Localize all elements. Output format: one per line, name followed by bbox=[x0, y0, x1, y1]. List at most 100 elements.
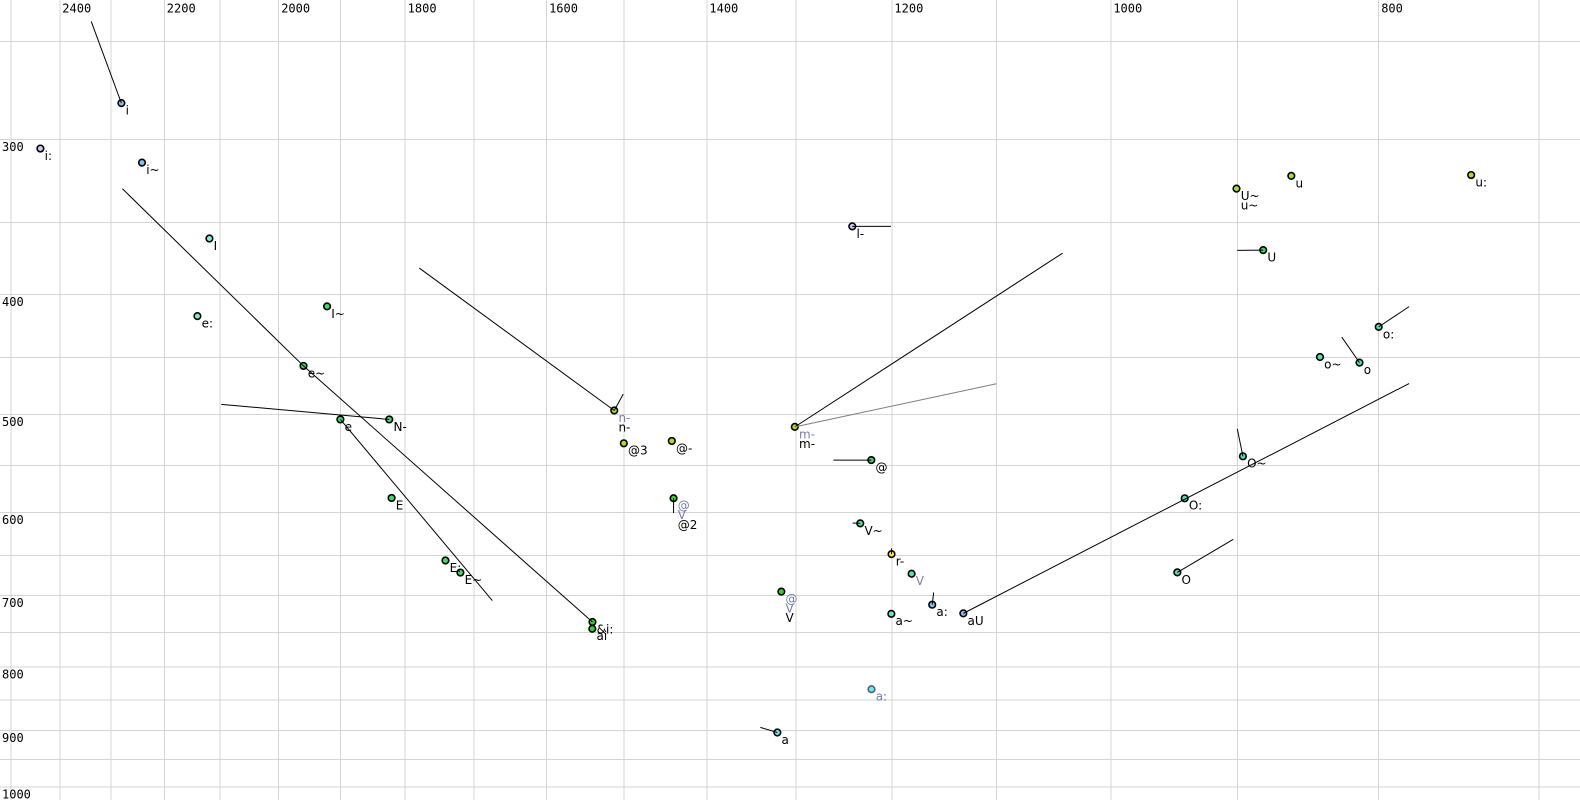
point-label-e:: e: bbox=[202, 317, 213, 331]
point-ai[interactable] bbox=[588, 624, 597, 633]
point-V-cluster[interactable] bbox=[777, 587, 786, 596]
trajectory-layer bbox=[90, 21, 1410, 733]
x-tick-1800: 1800 bbox=[408, 1, 437, 15]
y-tick-800: 800 bbox=[2, 668, 24, 682]
point-label-@2-2: @2 bbox=[678, 518, 698, 532]
data-point-layer bbox=[36, 99, 1476, 737]
segment-i~-e~-ai bbox=[122, 188, 593, 623]
point-a~[interactable] bbox=[887, 609, 896, 618]
point-label-e~: e~ bbox=[308, 366, 325, 380]
point-label-a: a bbox=[782, 733, 789, 747]
point-e:[interactable] bbox=[193, 312, 202, 321]
segment-m--upper bbox=[794, 252, 1063, 428]
x-tick-1000: 1000 bbox=[1113, 1, 1142, 15]
point-label-o: o bbox=[1364, 363, 1371, 377]
x-tick-1200: 1200 bbox=[894, 1, 923, 15]
point-label-@2-1: V bbox=[678, 508, 687, 522]
point-label-i:: i: bbox=[45, 149, 52, 163]
point-@3[interactable] bbox=[619, 439, 628, 448]
point-label-ai: ai bbox=[597, 629, 608, 643]
point-label-I: I bbox=[214, 239, 218, 253]
point-U~u~[interactable] bbox=[1232, 184, 1241, 193]
point-label-u:: u: bbox=[1475, 175, 1487, 189]
point-label-E: E bbox=[396, 498, 404, 512]
point-u:[interactable] bbox=[1467, 170, 1476, 180]
point-u[interactable] bbox=[1287, 171, 1296, 180]
point-i:[interactable] bbox=[36, 144, 45, 153]
segment-aU-O:-line bbox=[963, 383, 1410, 614]
segment-to-N- bbox=[221, 403, 390, 420]
point-label-E:: E: bbox=[450, 561, 462, 575]
point-label-@3: @3 bbox=[628, 444, 648, 458]
point-I[interactable] bbox=[205, 234, 214, 243]
segment-n--tick bbox=[613, 393, 624, 411]
point-i~[interactable] bbox=[137, 158, 147, 167]
segment-O~-line bbox=[1236, 428, 1244, 457]
point-E[interactable] bbox=[387, 493, 396, 503]
x-tick-2000: 2000 bbox=[281, 1, 310, 15]
point-label-i: i bbox=[126, 104, 129, 118]
point-V-gray[interactable] bbox=[907, 569, 916, 578]
point-label-O~: O~ bbox=[1247, 457, 1267, 471]
point-E:[interactable] bbox=[441, 556, 450, 565]
point-label-a:-gray: a: bbox=[876, 690, 887, 704]
point-label-I~: I~ bbox=[331, 307, 345, 321]
point-label-e: e bbox=[345, 420, 352, 434]
point-label-i~: i~ bbox=[146, 163, 159, 177]
segment-i-tail bbox=[90, 21, 122, 104]
x-tick-800: 800 bbox=[1381, 1, 1403, 15]
x-tick-2400: 2400 bbox=[62, 1, 91, 15]
y-tick-300: 300 bbox=[2, 140, 24, 154]
point-label-layer: ii:i~Il-e:I~e~e N-EE:E~&i:ain-n-@3 @-@V@2m… bbox=[45, 104, 1487, 747]
point-label-N-: N- bbox=[393, 420, 406, 434]
point-o~[interactable] bbox=[1315, 352, 1325, 362]
segment-O-line bbox=[1177, 538, 1234, 573]
segment-e-E-trajectory bbox=[340, 419, 493, 601]
y-tick-700: 700 bbox=[2, 596, 24, 610]
point-label-aU: aU bbox=[968, 614, 984, 628]
point-label-a~: a~ bbox=[896, 614, 913, 628]
point-label-@2: @ bbox=[678, 499, 690, 513]
point-label-V-gray: V bbox=[916, 574, 925, 588]
point-label-V~: V~ bbox=[864, 524, 882, 538]
y-tick-400: 400 bbox=[2, 295, 24, 309]
point-label-r-: r- bbox=[896, 555, 905, 569]
y-tick-600: 600 bbox=[2, 513, 24, 527]
tick-label-layer: 2400 2200 2000 1800 1600 1400 1200 1000 800 300 40… bbox=[2, 1, 1403, 800]
point-a:-gray[interactable] bbox=[867, 685, 876, 694]
point-label-O:: O: bbox=[1189, 499, 1202, 513]
y-tick-900: 900 bbox=[2, 731, 24, 745]
x-tick-1600: 1600 bbox=[549, 1, 578, 15]
segment-m--lower bbox=[794, 383, 997, 428]
point-label-U: U bbox=[1267, 251, 1276, 265]
point-@-[interactable] bbox=[667, 436, 676, 446]
point-label-@: @ bbox=[876, 460, 888, 474]
point-label-O: O bbox=[1182, 573, 1191, 587]
point-label-n-: n- bbox=[618, 411, 630, 425]
point-label-E~: E~ bbox=[465, 573, 483, 587]
point-E~[interactable] bbox=[456, 568, 465, 577]
segment-o:-line bbox=[1378, 306, 1410, 328]
point-label-n--1: n- bbox=[618, 421, 630, 435]
point-label-V-cluster: @ bbox=[786, 592, 798, 606]
point-label-o:: o: bbox=[1383, 327, 1394, 341]
point-I~[interactable] bbox=[322, 302, 332, 311]
point-n-[interactable] bbox=[610, 406, 619, 415]
point-label-a:: a: bbox=[936, 605, 947, 619]
segment-o-line bbox=[1341, 336, 1360, 363]
point-label-@-: @- bbox=[676, 441, 692, 455]
point-O[interactable] bbox=[1173, 568, 1182, 577]
segment-a:-tick bbox=[931, 592, 935, 605]
point-label-m-: m- bbox=[799, 427, 815, 441]
x-tick-1400: 1400 bbox=[709, 1, 738, 15]
point-label-l-: l- bbox=[856, 227, 864, 241]
point-label-o~: o~ bbox=[1324, 357, 1341, 371]
point-label-m--1: m- bbox=[799, 437, 815, 451]
point-label-U~u~: U~ bbox=[1241, 189, 1260, 203]
y-tick-1000: 1000 bbox=[2, 788, 31, 800]
point-label-V-cluster-1: V bbox=[786, 602, 795, 616]
point-label-V-cluster-2: V bbox=[786, 611, 795, 625]
